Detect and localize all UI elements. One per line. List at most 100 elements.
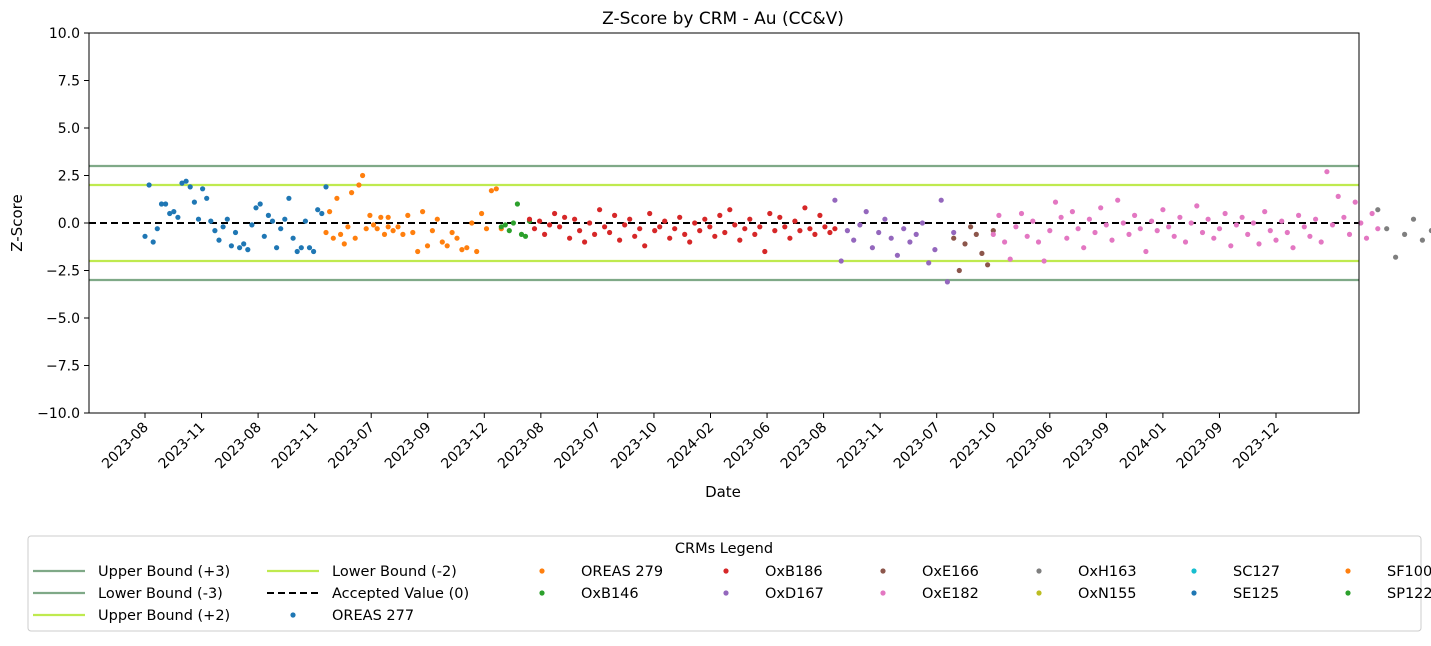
legend-label: OxE166: [922, 564, 979, 580]
legend-title: CRMs Legend: [675, 541, 773, 557]
data-point: [1428, 228, 1431, 234]
x-tick-label: 2024-02: [665, 420, 718, 473]
data-point: [224, 216, 230, 222]
data-point: [777, 214, 783, 220]
data-point: [400, 231, 406, 237]
data-point: [363, 226, 369, 232]
data-point: [1279, 218, 1285, 224]
data-point: [697, 228, 703, 234]
data-point: [502, 222, 508, 228]
data-point: [926, 260, 932, 266]
data-point: [932, 247, 938, 253]
data-point: [1262, 209, 1268, 215]
legend-label: OxN155: [1078, 586, 1137, 602]
data-point: [1296, 212, 1302, 218]
data-point: [894, 252, 901, 258]
data-point: [356, 182, 362, 188]
data-point: [767, 210, 773, 217]
data-point: [1092, 229, 1098, 236]
data-point: [444, 243, 450, 249]
x-tick-label: 2023-08: [495, 420, 548, 473]
data-point: [876, 229, 882, 236]
data-point: [652, 228, 658, 234]
y-tick-label: 5.0: [58, 121, 80, 137]
data-point: [1166, 224, 1172, 230]
data-point: [390, 228, 396, 234]
data-point: [298, 245, 304, 251]
data-point: [938, 197, 944, 203]
data-point: [567, 235, 573, 241]
data-point: [212, 228, 218, 234]
data-point: [722, 229, 728, 236]
data-point: [257, 201, 263, 207]
y-tick-label: −10.0: [37, 406, 80, 422]
data-point: [1154, 228, 1160, 234]
data-point: [1245, 231, 1251, 237]
x-tick-label: 2023-08: [212, 420, 265, 473]
data-point: [1047, 228, 1053, 234]
data-point: [142, 233, 148, 239]
data-point: [1030, 218, 1036, 224]
data-point: [702, 216, 708, 222]
data-point: [1024, 233, 1030, 239]
data-point: [1216, 226, 1223, 232]
data-point: [1290, 245, 1296, 251]
data-point: [1329, 222, 1336, 228]
data-point: [907, 239, 913, 245]
data-point: [1120, 220, 1126, 226]
legend-dot-swatch: [1345, 568, 1351, 574]
data-point: [232, 229, 239, 236]
data-point: [956, 267, 962, 274]
x-tick-label: 2023-07: [325, 420, 378, 473]
data-point: [622, 222, 628, 228]
data-point: [762, 248, 768, 255]
data-point: [882, 216, 888, 222]
legend-label: SF100: [1387, 564, 1431, 580]
data-point: [454, 235, 460, 241]
data-point: [692, 220, 698, 226]
x-tick-label: 2023-12: [1230, 420, 1283, 473]
data-point: [228, 243, 234, 249]
x-tick-label: 2023-09: [382, 420, 435, 473]
data-point: [797, 228, 803, 234]
legend-dot-swatch: [290, 612, 296, 618]
data-point: [607, 229, 613, 236]
data-point: [474, 248, 480, 255]
data-point: [985, 262, 991, 268]
legend-dot-swatch: [539, 590, 545, 596]
data-point: [208, 218, 214, 224]
x-tick-label: 2023-06: [721, 419, 774, 472]
data-point: [807, 226, 813, 232]
data-point: [990, 228, 996, 234]
data-point: [1301, 224, 1307, 230]
data-point: [742, 226, 748, 232]
data-point: [844, 228, 851, 234]
legend-label: OxB146: [581, 586, 639, 602]
data-point: [241, 241, 247, 247]
data-point: [327, 209, 333, 215]
data-point: [1318, 239, 1324, 245]
data-point: [682, 231, 688, 237]
data-point: [802, 205, 808, 211]
data-point: [1188, 220, 1194, 226]
x-axis-label: Date: [705, 483, 741, 501]
data-point: [677, 214, 683, 220]
data-point: [187, 184, 193, 190]
data-point: [269, 218, 276, 224]
legend-label: OREAS 277: [332, 608, 414, 624]
data-point: [817, 212, 823, 218]
data-point: [577, 228, 583, 234]
data-point: [727, 207, 733, 213]
data-point: [319, 210, 325, 217]
data-point: [514, 201, 521, 207]
data-point: [1052, 199, 1059, 205]
data-point: [518, 231, 525, 237]
data-point: [1115, 197, 1121, 203]
data-point: [265, 212, 271, 218]
data-point: [1098, 205, 1104, 211]
data-point: [662, 218, 668, 224]
data-point: [360, 172, 366, 179]
legend-frame: [27, 535, 1422, 632]
data-point: [311, 248, 317, 255]
data-point: [498, 224, 504, 230]
